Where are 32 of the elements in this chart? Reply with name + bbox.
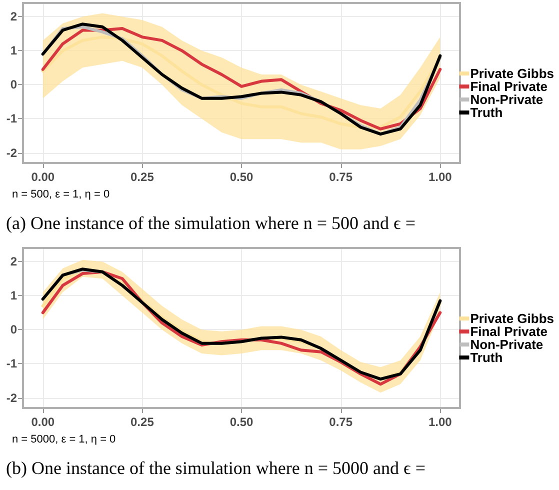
y-tick-label: 2 [10, 10, 18, 24]
text: (b) One instance of the simulation where n = 5000 and ϵ = [6, 458, 426, 478]
y-tick-label: 0 [10, 322, 18, 337]
y-tick-label: -1 [6, 112, 18, 126]
legend-label: Truth [470, 350, 503, 365]
y-tick-label: 2 [10, 254, 18, 269]
legend-label: Truth [470, 105, 503, 120]
text: (a) One instance of the simulation where n = 500 and ϵ = [6, 213, 416, 233]
x-tick-label: 1.00 [428, 170, 452, 184]
legend-label: Non-Private [470, 92, 544, 107]
y-tick-label: -1 [6, 356, 18, 371]
y-tick-label: -2 [6, 146, 18, 160]
y-tick-label: -2 [6, 390, 18, 405]
x-tick-label: 0.50 [230, 170, 254, 184]
legend-label: Private Gibbs [470, 311, 554, 326]
x-tick-label: 0.25 [130, 170, 154, 184]
x-tick-label: 1.00 [428, 415, 452, 429]
legend-label: Final Private [470, 324, 548, 339]
legend-label: Final Private [470, 79, 548, 94]
y-tick-label: 1 [10, 44, 18, 58]
x-tick-label: 0.50 [230, 415, 254, 429]
legend-label: Private Gibbs [470, 66, 554, 81]
y-tick-label: 1 [10, 288, 18, 303]
text: n = 500, ε = 1, η = 0 [12, 188, 110, 200]
legend-label: Non-Private [470, 337, 544, 352]
text: n = 5000, ε = 1, η = 0 [12, 434, 116, 446]
x-tick-label: 0.00 [31, 170, 55, 184]
x-tick-label: 0.75 [329, 415, 353, 429]
x-tick-label: 0.25 [130, 415, 154, 429]
y-tick-label: 0 [10, 78, 18, 92]
x-tick-label: 0.75 [329, 170, 353, 184]
x-tick-label: 0.00 [31, 415, 55, 429]
